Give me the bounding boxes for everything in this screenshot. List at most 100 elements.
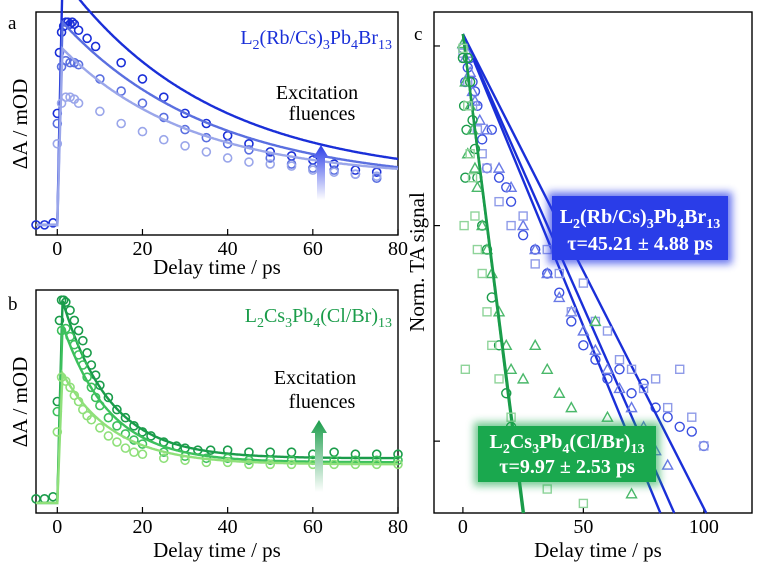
- panel-b-xlabel: Delay time / ps: [153, 538, 281, 562]
- panel-a-arrow-text-1: Excitation: [276, 82, 358, 104]
- data-point: [457, 52, 469, 64]
- formula-part: L: [240, 27, 252, 49]
- x-tick-label: 100: [689, 516, 719, 538]
- data-point: [95, 423, 105, 433]
- data-point: [78, 335, 88, 346]
- data-point: [103, 392, 114, 403]
- data-point: [90, 41, 101, 52]
- formula-part: (Rb/Cs): [580, 206, 647, 228]
- data-point: [103, 412, 114, 423]
- formula-part: 3: [647, 217, 654, 232]
- formula-part: Cs: [264, 305, 285, 327]
- x-tick-label: 0: [458, 516, 468, 538]
- data-point: [528, 243, 542, 255]
- data-point: [65, 19, 75, 29]
- data-point: [95, 106, 105, 117]
- panel-a-marks: [31, 0, 399, 230]
- data-point: [201, 457, 212, 468]
- data-point: [73, 325, 84, 336]
- data-point: [516, 372, 530, 384]
- x-tick-label: 50: [573, 516, 593, 538]
- blue-box-formula: L2(Rb/Cs)3Pb4Br13: [560, 206, 721, 232]
- data-point: [129, 421, 139, 431]
- data-point: [469, 143, 481, 155]
- panel-b-compound-label: L2Cs3Pb4(Cl/Br)13: [245, 305, 392, 331]
- x-tick-label: 60: [303, 238, 323, 260]
- data-point: [500, 338, 513, 351]
- formula-part: 13: [706, 217, 720, 232]
- formula-part: (Cl/Br): [569, 431, 630, 453]
- data-point: [602, 373, 613, 385]
- data-point: [286, 459, 297, 470]
- fit-line: [36, 0, 399, 227]
- data-point: [554, 268, 564, 279]
- data-point: [541, 267, 554, 279]
- data-point: [493, 172, 505, 183]
- panel-b-up-arrow-icon: [311, 420, 327, 492]
- panel-b-x-ticks: 0 20 40 60 80: [52, 507, 408, 538]
- data-point: [73, 59, 84, 70]
- data-point: [65, 331, 75, 342]
- data-point: [54, 315, 65, 326]
- data-point: [73, 396, 84, 407]
- formula-part: 2: [257, 316, 264, 331]
- formula-part: 2: [253, 38, 260, 53]
- data-point: [542, 484, 552, 494]
- formula-part: L: [489, 431, 502, 453]
- data-point: [112, 404, 122, 415]
- data-point: [517, 229, 529, 241]
- data-point: [137, 427, 148, 437]
- panel-b-arrow-text-2: fluences: [289, 391, 356, 413]
- data-point: [65, 57, 75, 68]
- data-point: [137, 98, 148, 109]
- data-point: [662, 402, 673, 413]
- panel-c-xlabel: Delay time / ps: [534, 538, 662, 562]
- panel-a-x-ticks: 0 20 40 60 80: [52, 229, 408, 260]
- data-point: [577, 324, 590, 336]
- formula-part: 3: [323, 38, 330, 53]
- data-point: [518, 211, 528, 221]
- data-point: [504, 362, 518, 374]
- data-point: [456, 37, 470, 49]
- data-point: [67, 17, 77, 27]
- data-point: [86, 360, 97, 370]
- x-tick-label: 60: [303, 516, 323, 538]
- data-point: [158, 453, 169, 464]
- blue-box-tau: τ=45.21 ± 4.88 ps: [567, 233, 713, 255]
- data-point: [638, 383, 649, 394]
- formula-part: 13: [378, 316, 392, 331]
- data-point: [265, 455, 276, 466]
- formula-part: L: [245, 305, 257, 327]
- fit-line: [36, 45, 399, 227]
- formula-part: 4: [313, 316, 320, 331]
- data-point: [205, 445, 216, 455]
- data-point: [103, 431, 114, 441]
- data-point: [265, 459, 276, 470]
- data-point: [463, 101, 473, 111]
- data-point: [494, 196, 504, 207]
- data-point: [222, 153, 233, 163]
- data-point: [308, 165, 318, 175]
- data-point: [244, 455, 254, 466]
- data-point: [460, 364, 471, 374]
- data-point: [601, 410, 614, 422]
- data-point: [487, 340, 497, 351]
- data-point: [180, 108, 190, 119]
- x-tick-label: 0: [52, 516, 62, 538]
- data-point: [52, 427, 63, 437]
- data-point: [73, 350, 84, 360]
- panel-b-label: b: [8, 294, 18, 315]
- panel-c-label: c: [414, 24, 422, 45]
- data-point: [112, 437, 122, 447]
- formula-part: Cs: [510, 431, 532, 453]
- panel-b-frame: [35, 289, 399, 514]
- data-point: [371, 449, 382, 460]
- data-point: [48, 491, 58, 502]
- blue-annotation-box: [552, 196, 728, 260]
- data-point: [465, 149, 475, 159]
- x-tick-label: 80: [388, 516, 408, 538]
- formula-part: Pb: [330, 27, 351, 49]
- data-point: [472, 244, 483, 255]
- data-point: [565, 401, 578, 413]
